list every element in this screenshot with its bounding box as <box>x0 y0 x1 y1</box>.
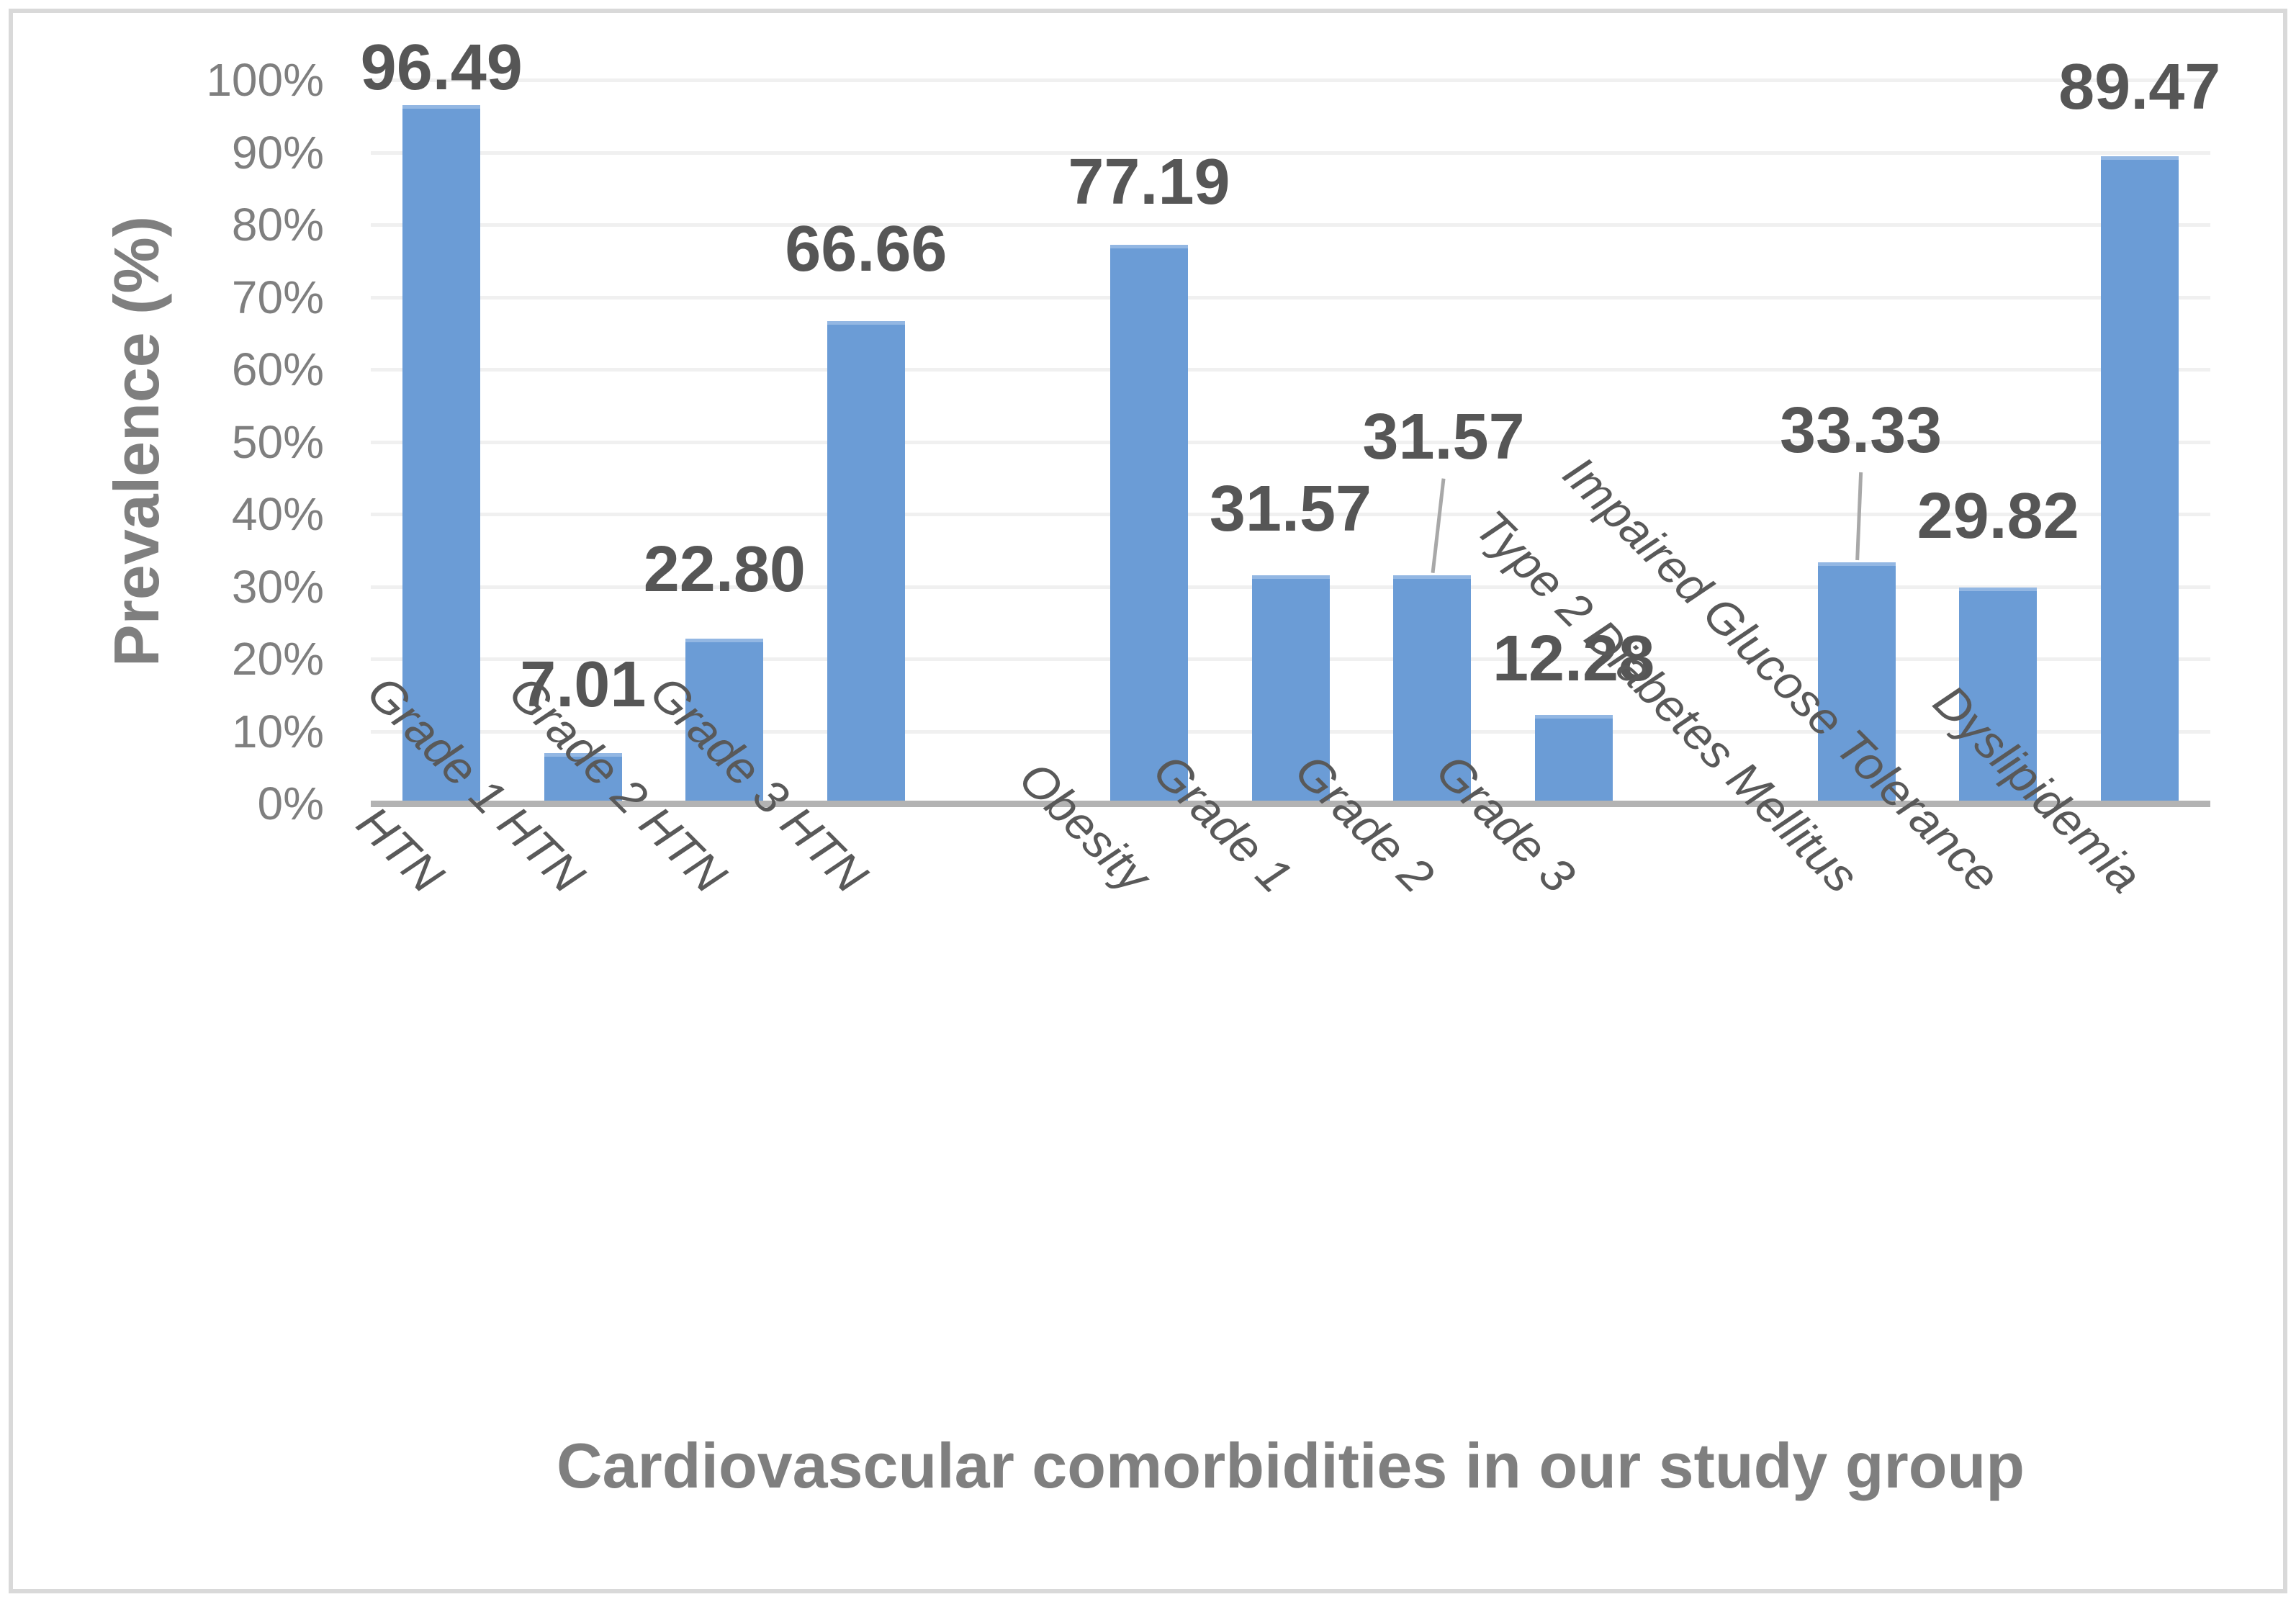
x-axis-line <box>371 801 2210 807</box>
y-tick-label-30%: 30% <box>231 560 324 613</box>
y-tick-label-80%: 80% <box>231 199 324 251</box>
bar-Grade 1 <box>1251 575 1330 804</box>
data-label-Type 2 Diabetes Mellitus: 33.33 <box>1780 395 1942 467</box>
data-label-Grade 2: 31.57 <box>1362 400 1525 473</box>
data-label-Dyslipidemia: 89.47 <box>2058 50 2221 123</box>
data-label-Grade 2 HTN: 22.80 <box>643 533 806 606</box>
gridline-40% <box>371 513 2210 516</box>
y-tick-label-90%: 90% <box>231 126 324 179</box>
bar-Grade 3 HTN <box>827 321 905 804</box>
data-label-Grade 3: 12.28 <box>1492 622 1655 695</box>
bar-HTN <box>402 105 481 804</box>
data-label-Obesity: 77.19 <box>1068 146 1230 219</box>
bar-Grade 1 HTN <box>544 752 622 804</box>
data-label-Impaired Glucose Tolerance: 29.82 <box>1917 480 2079 553</box>
y-tick-label-60%: 60% <box>231 343 324 395</box>
data-label-HTN: 96.49 <box>360 32 523 104</box>
data-label-Grade 3 HTN: 66.66 <box>785 213 947 286</box>
y-tick-label-20%: 20% <box>231 633 324 685</box>
bar-Grade 2 <box>1393 575 1472 804</box>
bar-Dyslipidemia <box>2100 156 2179 804</box>
y-tick-label-70%: 70% <box>231 271 324 323</box>
data-label-Grade 1: 31.57 <box>1209 472 1372 545</box>
bar-Grade 2 HTN <box>685 638 764 804</box>
bar-Obesity <box>1109 245 1188 804</box>
y-tick-label-40%: 40% <box>231 488 324 540</box>
gridline-90% <box>371 150 2210 155</box>
gridline-70% <box>371 295 2210 300</box>
x-axis-title: Cardiovascular comorbidities in our stud… <box>557 1430 2025 1501</box>
y-tick-label-100%: 100% <box>206 54 324 106</box>
y-tick-label-10%: 10% <box>231 705 324 757</box>
bar-Grade 3 <box>1534 714 1613 804</box>
bar-Type 2 Diabetes Mellitus <box>1817 562 1896 804</box>
gridline-50% <box>371 440 2210 444</box>
y-tick-label-50%: 50% <box>231 415 324 468</box>
bar-Impaired Glucose Tolerance <box>1959 588 2038 804</box>
gridline-100% <box>371 78 2210 82</box>
data-label-Grade 1 HTN: 7.01 <box>520 648 647 721</box>
gridline-60% <box>371 368 2210 372</box>
y-tick-label-0%: 0% <box>257 778 325 829</box>
gridline-80% <box>371 223 2210 227</box>
